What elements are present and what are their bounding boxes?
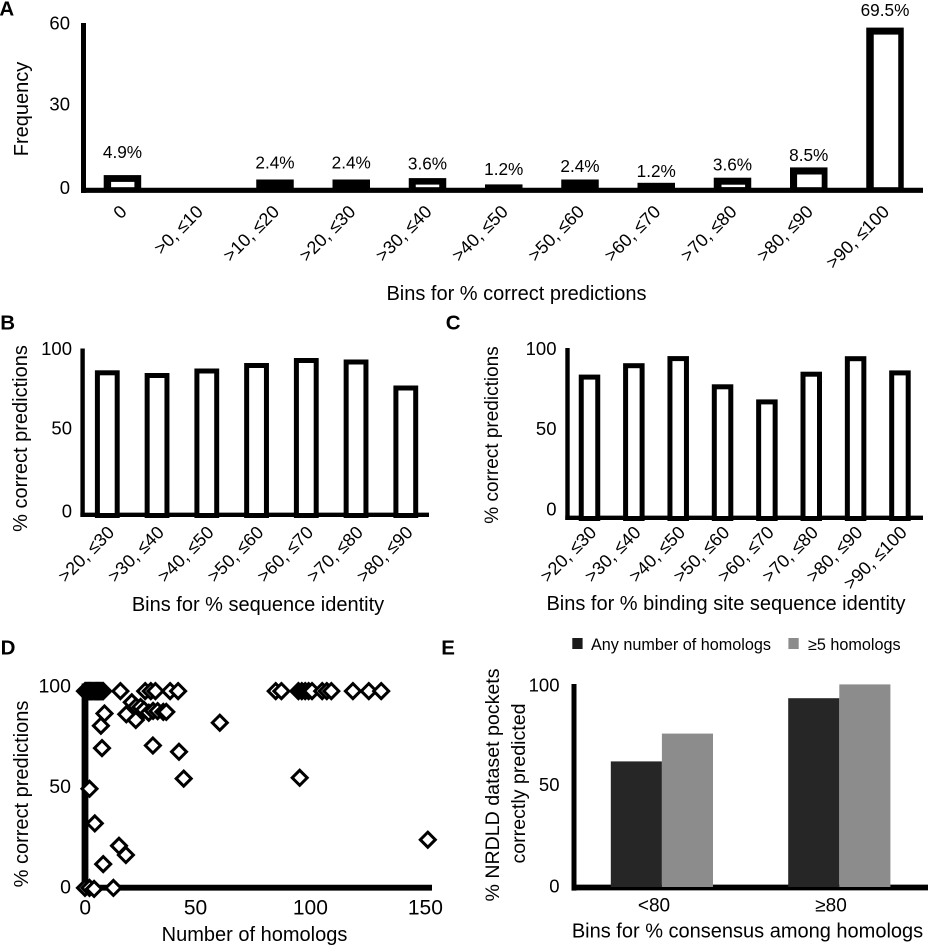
svg-text:50: 50 bbox=[539, 774, 560, 795]
svg-text:100: 100 bbox=[529, 675, 560, 696]
svg-text:0: 0 bbox=[546, 499, 556, 520]
svg-text:Bins for % consensus among hom: Bins for % consensus among homologs bbox=[572, 921, 923, 943]
svg-text:% correct predictions: % correct predictions bbox=[10, 345, 32, 532]
svg-text:0: 0 bbox=[60, 877, 71, 899]
svg-text:Frequency: Frequency bbox=[11, 62, 33, 157]
svg-text:Bins for % binding site sequen: Bins for % binding site sequence identit… bbox=[546, 593, 905, 615]
svg-text:≥80: ≥80 bbox=[815, 896, 847, 917]
svg-text:A: A bbox=[0, 0, 14, 20]
svg-text:69.5%: 69.5% bbox=[861, 0, 910, 20]
svg-text:% correct predictions: % correct predictions bbox=[482, 346, 503, 523]
svg-text:1.2%: 1.2% bbox=[484, 159, 523, 179]
svg-text:150: 150 bbox=[408, 896, 443, 919]
svg-text:50: 50 bbox=[536, 418, 557, 439]
svg-text:≥5 homologs: ≥5 homologs bbox=[808, 636, 901, 654]
svg-text:C: C bbox=[446, 312, 461, 335]
svg-text:Bins for % correct predictions: Bins for % correct predictions bbox=[386, 283, 646, 305]
svg-text:50: 50 bbox=[51, 418, 72, 439]
svg-text:8.5%: 8.5% bbox=[789, 145, 828, 165]
svg-text:100: 100 bbox=[38, 675, 71, 697]
svg-text:Any number of homologs: Any number of homologs bbox=[591, 636, 771, 654]
svg-text:B: B bbox=[0, 311, 15, 334]
svg-text:2.4%: 2.4% bbox=[332, 153, 371, 173]
svg-text:0: 0 bbox=[60, 177, 70, 198]
svg-text:E: E bbox=[441, 636, 455, 659]
svg-text:3.6%: 3.6% bbox=[408, 154, 447, 174]
svg-text:0: 0 bbox=[79, 896, 91, 919]
svg-text:0: 0 bbox=[62, 501, 72, 522]
svg-text:100: 100 bbox=[293, 896, 328, 919]
svg-text:2.4%: 2.4% bbox=[560, 156, 599, 176]
svg-text:Number of homologs: Number of homologs bbox=[162, 924, 348, 946]
svg-text:100: 100 bbox=[41, 338, 72, 359]
svg-text:3.6%: 3.6% bbox=[713, 155, 752, 175]
svg-text:D: D bbox=[1, 637, 16, 660]
svg-text:100: 100 bbox=[526, 338, 557, 359]
svg-text:% correct predictions: % correct predictions bbox=[11, 701, 33, 888]
svg-text:1.2%: 1.2% bbox=[637, 161, 676, 181]
svg-text:30: 30 bbox=[49, 94, 70, 115]
svg-text:60: 60 bbox=[49, 13, 70, 34]
svg-text:<80: <80 bbox=[638, 896, 670, 917]
svg-text:50: 50 bbox=[184, 896, 207, 919]
svg-text:50: 50 bbox=[49, 776, 71, 798]
svg-text:2.4%: 2.4% bbox=[255, 153, 294, 173]
svg-text:0: 0 bbox=[549, 876, 559, 897]
svg-text:% NRDLD dataset pockets: % NRDLD dataset pockets bbox=[482, 668, 504, 901]
svg-text:Bins for % sequence identity: Bins for % sequence identity bbox=[132, 594, 384, 616]
svg-text:correctly predicted: correctly predicted bbox=[508, 703, 530, 863]
svg-text:4.9%: 4.9% bbox=[103, 142, 142, 162]
